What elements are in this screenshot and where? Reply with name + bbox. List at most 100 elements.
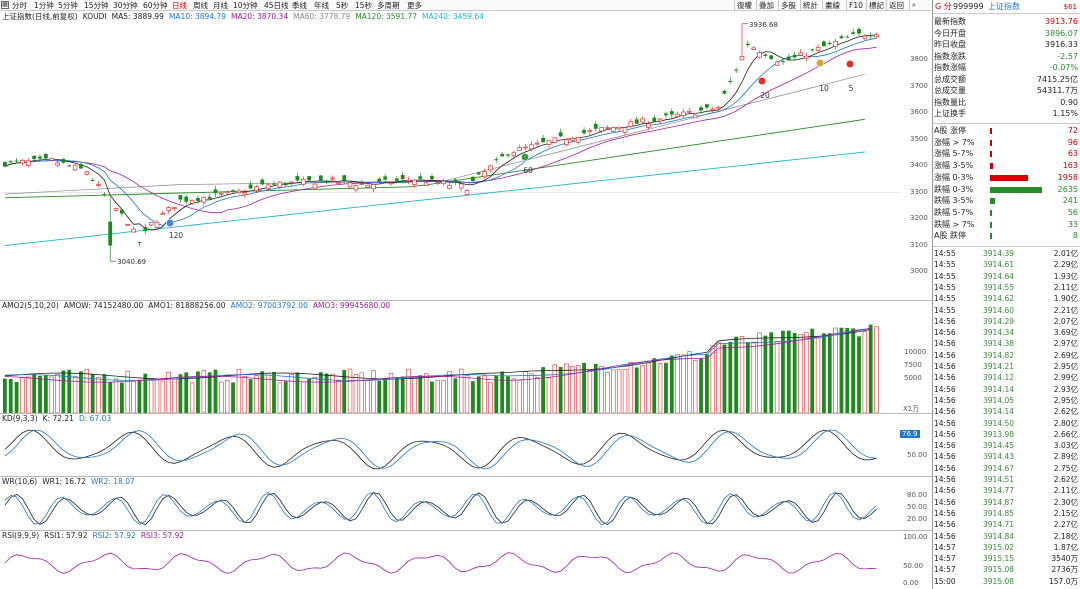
candle[interactable] bbox=[634, 119, 639, 124]
candle[interactable] bbox=[213, 189, 218, 194]
candle[interactable] bbox=[810, 49, 815, 51]
timeframe-tab[interactable]: 分时 bbox=[12, 1, 27, 10]
tick-row[interactable]: 14:55 3914.55 2.11亿 bbox=[933, 282, 1080, 293]
candle[interactable] bbox=[622, 127, 628, 133]
candle[interactable] bbox=[763, 54, 768, 56]
tick-row[interactable]: 14:57 3915.08 2736万 bbox=[933, 564, 1080, 575]
volume-bar[interactable] bbox=[371, 370, 376, 414]
volume-bar[interactable] bbox=[687, 351, 692, 414]
volume-bar[interactable] bbox=[441, 380, 446, 414]
volume-bar[interactable] bbox=[3, 378, 7, 413]
volume-bar[interactable] bbox=[453, 378, 458, 413]
volume-bar[interactable] bbox=[541, 367, 545, 413]
tick-row[interactable]: 14:57 3915.02 1.87亿 bbox=[933, 542, 1080, 553]
candle[interactable] bbox=[96, 184, 101, 186]
volume-bar[interactable] bbox=[757, 332, 762, 414]
tick-row[interactable]: 14:56 3914.29 2.07亿 bbox=[933, 316, 1080, 327]
volume-bar[interactable] bbox=[529, 373, 534, 414]
magnifier-icon[interactable]: ⌕ bbox=[909, 0, 918, 11]
volume-bar[interactable] bbox=[535, 377, 540, 414]
volume-bar[interactable] bbox=[804, 332, 809, 414]
candle[interactable] bbox=[640, 118, 645, 123]
tick-row[interactable]: 14:56 3914.45 3.03亿 bbox=[933, 440, 1080, 451]
candle[interactable] bbox=[476, 172, 481, 175]
volume-bar[interactable] bbox=[207, 372, 212, 413]
candle[interactable] bbox=[102, 194, 107, 196]
volume-bar[interactable] bbox=[90, 373, 95, 413]
timeframe-tab[interactable]: 1分钟 bbox=[34, 1, 54, 10]
candle[interactable] bbox=[862, 35, 868, 40]
candle[interactable] bbox=[423, 182, 429, 187]
candle[interactable] bbox=[745, 43, 750, 46]
volume-bar[interactable] bbox=[552, 364, 558, 414]
volume-bar[interactable] bbox=[710, 345, 715, 414]
candle[interactable] bbox=[517, 147, 522, 151]
candle[interactable] bbox=[418, 176, 423, 179]
candle[interactable] bbox=[710, 108, 715, 111]
candle[interactable] bbox=[236, 190, 242, 194]
candle[interactable] bbox=[160, 212, 166, 215]
volume-bar[interactable] bbox=[289, 374, 294, 414]
tick-row[interactable]: 14:56 3914.34 3.69亿 bbox=[933, 327, 1080, 338]
volume-bar[interactable] bbox=[49, 376, 54, 414]
volume-bar[interactable] bbox=[43, 375, 48, 413]
timeframe-tab[interactable]: 15分钟 bbox=[84, 1, 109, 10]
quote-name[interactable]: 上证指数 bbox=[988, 2, 1020, 11]
candle[interactable] bbox=[272, 183, 276, 185]
volume-bar[interactable] bbox=[822, 333, 826, 413]
candle[interactable] bbox=[739, 56, 745, 61]
volume-bar[interactable] bbox=[646, 362, 651, 414]
candle[interactable] bbox=[400, 175, 405, 180]
volume-bar[interactable] bbox=[862, 331, 868, 414]
volume-bar[interactable] bbox=[84, 368, 90, 414]
volume-bar[interactable] bbox=[254, 375, 259, 414]
volume-bar[interactable] bbox=[148, 379, 154, 414]
candle[interactable] bbox=[301, 178, 306, 185]
volume-bar[interactable] bbox=[154, 378, 160, 414]
volume-bar[interactable] bbox=[383, 378, 388, 413]
volume-bar[interactable] bbox=[857, 336, 861, 413]
candle[interactable] bbox=[125, 223, 130, 226]
volume-bar[interactable] bbox=[172, 378, 177, 414]
candle[interactable] bbox=[675, 113, 680, 117]
volume-bar[interactable] bbox=[500, 371, 505, 413]
volume-bar[interactable] bbox=[628, 362, 634, 414]
chart-panels[interactable]: 3936.68 3040.69 120 60 20 10 5 上证指数(日线,前复权) KO… bbox=[0, 11, 932, 589]
volume-bar[interactable] bbox=[745, 342, 750, 413]
volume-bar[interactable] bbox=[839, 327, 844, 413]
candle[interactable] bbox=[652, 117, 657, 122]
candle[interactable] bbox=[20, 159, 25, 164]
candle[interactable] bbox=[84, 171, 90, 175]
tick-row[interactable]: 14:56 3914.38 2.97亿 bbox=[933, 338, 1080, 349]
candle[interactable] bbox=[798, 52, 803, 56]
candle[interactable] bbox=[716, 107, 721, 110]
volume-bar[interactable] bbox=[330, 373, 335, 414]
volume-bar[interactable] bbox=[283, 381, 288, 413]
tick-row[interactable]: 14:56 3914.82 2.69亿 bbox=[933, 350, 1080, 361]
volume-bar[interactable] bbox=[26, 376, 31, 414]
candle[interactable] bbox=[184, 196, 189, 202]
volume-bar[interactable] bbox=[593, 363, 598, 413]
signal-marker[interactable] bbox=[845, 59, 855, 69]
candle[interactable] bbox=[55, 162, 60, 166]
candle[interactable] bbox=[67, 165, 72, 167]
volume-bar[interactable] bbox=[464, 375, 470, 414]
candle[interactable] bbox=[377, 178, 382, 182]
candle[interactable] bbox=[143, 226, 148, 232]
volume-bar[interactable] bbox=[657, 363, 663, 414]
signal-marker[interactable] bbox=[815, 58, 825, 68]
volume-bar[interactable] bbox=[488, 382, 493, 414]
candle[interactable] bbox=[277, 181, 283, 188]
volume-bar[interactable] bbox=[774, 341, 780, 414]
candle[interactable] bbox=[430, 176, 434, 180]
volume-bar[interactable] bbox=[32, 374, 37, 413]
volume-bar[interactable] bbox=[634, 367, 639, 413]
timeframe-tab[interactable]: 5秒 bbox=[336, 1, 349, 10]
candle[interactable] bbox=[804, 55, 809, 59]
candle[interactable] bbox=[552, 137, 558, 143]
timeframe-tab[interactable]: 更多 bbox=[407, 1, 422, 10]
candle[interactable] bbox=[751, 47, 756, 50]
volume-bar[interactable] bbox=[143, 373, 148, 413]
candle[interactable] bbox=[90, 179, 95, 181]
volume-bar[interactable] bbox=[482, 375, 487, 414]
